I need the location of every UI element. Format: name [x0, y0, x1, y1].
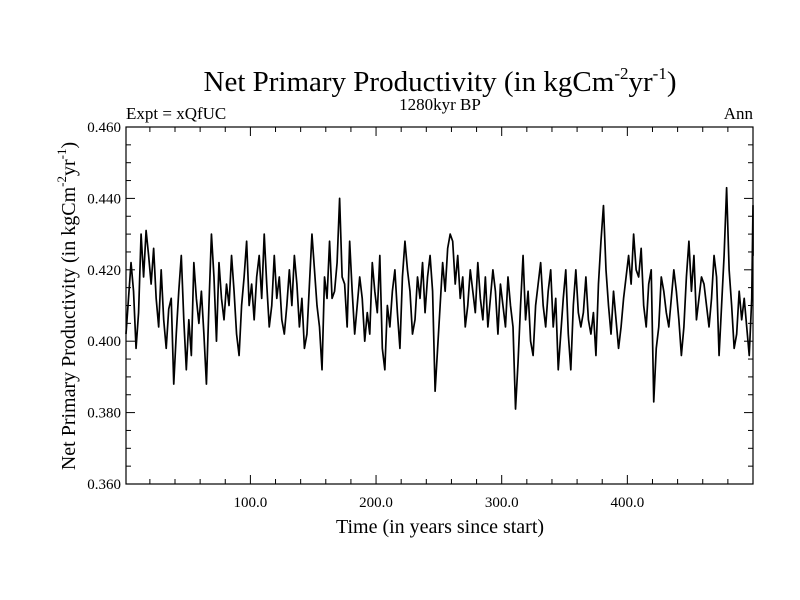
axis-ticks [126, 126, 753, 485]
x-tick-labels: 100.0 200.0 300.0 400.0 [234, 495, 645, 511]
npp-series-line [125, 186, 754, 410]
subtitle-period: 1280kyr BP [399, 95, 481, 114]
chart-title: Net Primary Productivity (in kgCm-2yr-1) [204, 64, 677, 98]
y-tick-label: 0.460 [87, 120, 121, 136]
x-axis-label: Time (in years since start) [336, 516, 544, 538]
y-axis-label: Net Primary Productivity (in kgCm-2yr-1) [54, 142, 80, 470]
y-tick-labels: 0.360 0.380 0.400 0.420 0.440 0.460 [87, 120, 121, 493]
plot-frame [125, 126, 754, 485]
y-tick-label: 0.440 [87, 191, 121, 207]
subtitle-season: Ann [724, 104, 754, 123]
y-tick-label: 0.380 [87, 406, 121, 422]
subtitle-expt: Expt = xQfUC [126, 104, 226, 123]
x-tick-label: 200.0 [359, 495, 393, 511]
x-tick-label: 100.0 [234, 495, 268, 511]
x-tick-label: 400.0 [610, 495, 644, 511]
y-tick-label: 0.360 [87, 477, 121, 493]
y-tick-label: 0.420 [87, 263, 121, 279]
y-tick-label: 0.400 [87, 334, 121, 350]
x-tick-label: 300.0 [485, 495, 519, 511]
